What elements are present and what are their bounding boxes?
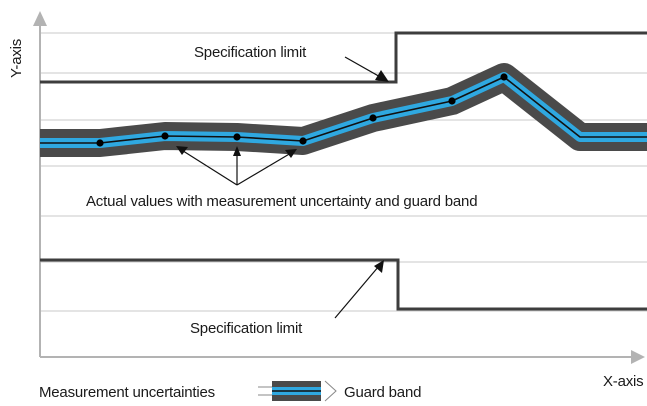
measurement-points <box>96 73 508 147</box>
arrowhead <box>374 260 384 273</box>
gridlines <box>40 32 647 312</box>
arrowhead <box>375 70 389 82</box>
actual-values-callout-right <box>236 152 292 186</box>
callout-arrows <box>179 56 383 319</box>
lower-spec-limit-label: Specification limit <box>190 320 303 337</box>
y-axis-label: Y-axis <box>8 39 25 78</box>
arrowhead <box>233 146 241 156</box>
callout-arrowheads <box>176 70 389 273</box>
upper-spec-callout <box>344 56 383 79</box>
legend-guard-band-label: Guard band <box>344 384 421 401</box>
lower-spec-callout <box>334 265 380 319</box>
legend: Measurement uncertainties Guard band <box>39 380 421 402</box>
measurement-point <box>299 137 307 145</box>
measurement-point <box>448 97 456 105</box>
lower-spec-limit-line <box>40 258 647 311</box>
y-axis-arrow <box>33 11 47 26</box>
upper-spec-limit-label: Specification limit <box>194 44 307 61</box>
measurement-point <box>161 132 169 140</box>
x-axis-arrow <box>631 350 645 364</box>
measurement-point <box>369 114 377 122</box>
measurement-point <box>233 133 241 141</box>
axes <box>33 11 645 364</box>
actual-values-line <box>40 76 647 144</box>
arrowhead <box>285 149 297 158</box>
arrowhead <box>176 146 188 155</box>
upper-spec-limit-line <box>40 31 647 84</box>
legend-guard-band-bracket <box>324 380 337 402</box>
legend-uncertainty-label: Measurement uncertainties <box>39 384 215 401</box>
measurement-point <box>500 73 508 81</box>
actual-values-band <box>40 63 647 157</box>
guard-band <box>40 63 647 157</box>
x-axis-label: X-axis <box>603 373 643 390</box>
measurement-point <box>96 139 104 147</box>
actual-values-label: Actual values with measurement uncertain… <box>86 193 477 210</box>
actual-values-callout-left <box>179 148 238 186</box>
